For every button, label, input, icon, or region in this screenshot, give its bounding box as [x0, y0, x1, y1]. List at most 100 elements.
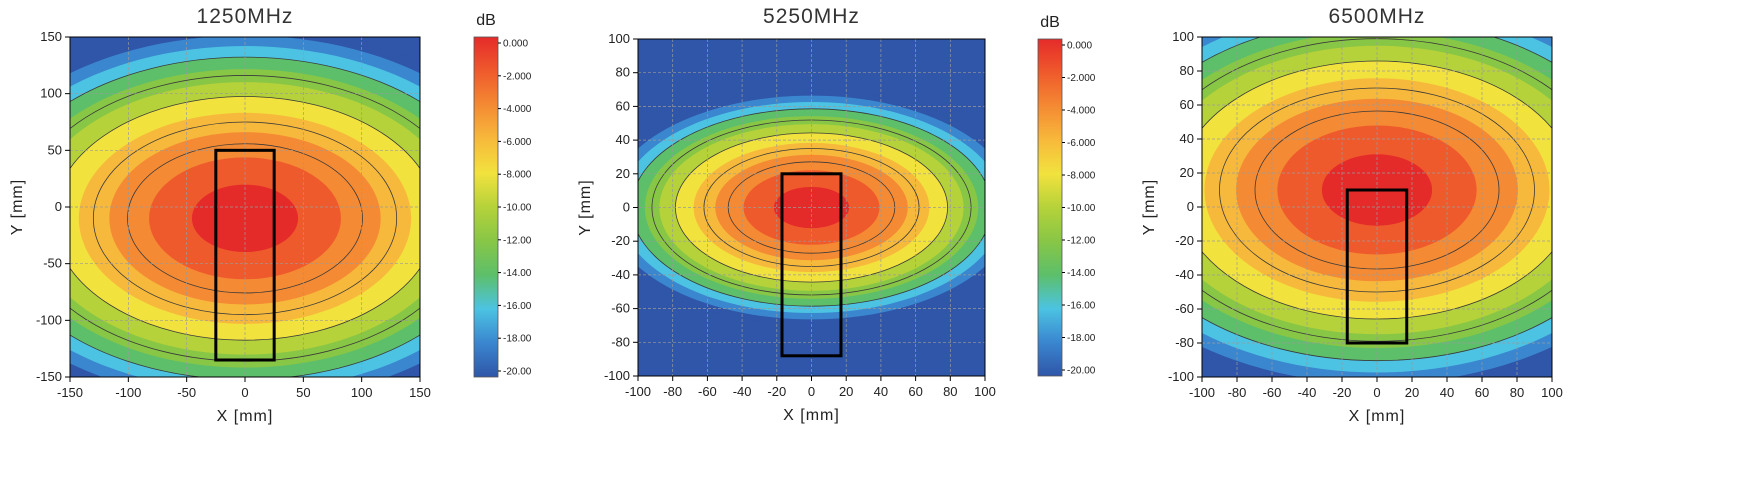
colorbar-label: 0.000 — [503, 39, 528, 50]
y-tick-label: -40 — [1175, 267, 1194, 282]
y-tick-label: -50 — [43, 256, 62, 271]
y-axis-label: Y [mm] — [9, 179, 26, 235]
x-tick-label: -80 — [663, 384, 682, 399]
colorbar-label: -8.000 — [1067, 171, 1096, 182]
x-tick-label: 0 — [1373, 385, 1380, 400]
x-tick-label: -40 — [733, 384, 752, 399]
x-tick-label: -100 — [1189, 385, 1215, 400]
heatmap-panel-3: -100 -80 -60 -40 -20 0 20 40 60 80 100 100 80 60 40 20 0… — [1141, 5, 1563, 425]
x-tick-label: 40 — [874, 384, 888, 399]
colorbar-gradient — [1037, 38, 1063, 377]
x-axis-label: X [mm] — [783, 407, 840, 424]
colorbar-unit: dB — [476, 12, 496, 29]
x-tick-label: 60 — [908, 384, 922, 399]
field-map — [70, 37, 420, 377]
y-tick-label: 60 — [616, 98, 630, 113]
y-axis-label: Y [mm] — [577, 179, 594, 235]
y-tick-label: 60 — [1180, 97, 1194, 112]
x-tick-label: -100 — [115, 385, 141, 400]
colorbar-label: -6.000 — [503, 137, 532, 148]
contour-line — [1202, 37, 1552, 362]
colorbar-unit: dB — [1040, 14, 1060, 31]
x-tick-label: -100 — [625, 384, 651, 399]
colorbar-label: -10.00 — [1067, 203, 1096, 214]
colorbar-label: -8.000 — [503, 170, 532, 181]
colorbar-label: -14.00 — [1067, 268, 1096, 279]
x-tick-label: -20 — [767, 384, 786, 399]
y-tick-label: -100 — [1168, 369, 1194, 384]
colorbar-label: -14.00 — [503, 268, 532, 279]
y-tick-label: -20 — [611, 233, 630, 248]
x-tick-label: -60 — [1263, 385, 1282, 400]
x-tick-label: 0 — [808, 384, 815, 399]
y-tick-label: 100 — [1172, 29, 1194, 44]
y-tick-label: -150 — [36, 369, 62, 384]
colorbar-label: -2.000 — [503, 71, 532, 82]
y-tick-label: -100 — [36, 312, 62, 327]
colorbar: dB 0.000 -2.000 -4.000 -6.000 -8.000 -10.00 -12… — [473, 12, 532, 378]
heatmap-panel-1: -150 -100 -50 0 50 100 150 150 100 50 0 -50 -100 -150… — [9, 5, 532, 425]
colorbar-label: -4.000 — [503, 104, 532, 115]
device-outline — [214, 148, 276, 362]
x-tick-label: 100 — [974, 384, 996, 399]
colorbar-label: -6.000 — [1067, 138, 1096, 149]
colorbar-label: -12.00 — [1067, 236, 1096, 247]
colorbar-label: -18.00 — [1067, 333, 1096, 344]
colorbar-label: -4.000 — [1067, 106, 1096, 117]
x-tick-label: 20 — [839, 384, 853, 399]
y-tick-label: 20 — [1180, 165, 1194, 180]
x-axis-label: X [mm] — [1349, 408, 1406, 425]
x-tick-label: 40 — [1440, 385, 1454, 400]
colorbar: dB 0.000 -2.000 -4.000 -6.000 -8.000 -10.00 -12… — [1037, 14, 1096, 377]
colorbar-label: -10.00 — [503, 203, 532, 214]
chart-title: 6500MHz — [1329, 5, 1426, 28]
device-outline — [780, 172, 843, 358]
colorbar-label: -16.00 — [1067, 301, 1096, 312]
y-tick-label: 80 — [616, 65, 630, 80]
colorbar-label: -20.00 — [1067, 366, 1096, 377]
x-axis-label: X [mm] — [217, 408, 274, 425]
x-tick-label: -50 — [177, 385, 196, 400]
x-tick-label: -150 — [57, 385, 83, 400]
y-tick-label: 80 — [1180, 63, 1194, 78]
contour-line — [70, 96, 420, 341]
colorbar-label: -20.00 — [503, 367, 532, 378]
chart-title: 1250MHz — [197, 5, 294, 28]
y-tick-label: -100 — [604, 368, 630, 383]
y-tick-label: -20 — [1175, 233, 1194, 248]
x-tick-label: -80 — [1228, 385, 1247, 400]
x-tick-label: 60 — [1475, 385, 1489, 400]
y-tick-label: 50 — [48, 142, 62, 157]
y-tick-label: -60 — [611, 301, 630, 316]
x-tick-label: 20 — [1405, 385, 1419, 400]
y-tick-label: -80 — [611, 334, 630, 349]
x-tick-label: 50 — [296, 385, 310, 400]
field-map — [638, 39, 985, 376]
heatmap-panel-2: -100 -80 -60 -40 -20 0 20 40 60 80 100 100 80 60 40 20 0… — [577, 5, 1096, 424]
y-tick-label: -60 — [1175, 301, 1194, 316]
y-tick-label: 0 — [55, 199, 62, 214]
colorbar-label: 0.000 — [1067, 41, 1092, 52]
chart-title: 5250MHz — [763, 5, 860, 28]
device-outline — [1345, 188, 1409, 345]
y-tick-label: 150 — [40, 29, 62, 44]
x-tick-label: 80 — [943, 384, 957, 399]
colorbar-gradient — [473, 36, 499, 378]
y-tick-label: 20 — [616, 166, 630, 181]
x-tick-label: 150 — [409, 385, 431, 400]
peak-region — [773, 186, 850, 229]
y-tick-label: 100 — [608, 31, 630, 46]
y-tick-label: 40 — [1180, 131, 1194, 146]
y-tick-label: 100 — [40, 86, 62, 101]
x-tick-label: -60 — [698, 384, 717, 399]
x-tick-label: 0 — [241, 385, 248, 400]
colorbar-label: -2.000 — [1067, 73, 1096, 84]
x-tick-label: -20 — [1333, 385, 1352, 400]
colorbar-label: -16.00 — [503, 301, 532, 312]
x-tick-label: 80 — [1510, 385, 1524, 400]
y-tick-label: -40 — [611, 267, 630, 282]
y-tick-label: 0 — [1187, 199, 1194, 214]
colorbar-label: -12.00 — [503, 235, 532, 246]
y-tick-label: 40 — [616, 132, 630, 147]
